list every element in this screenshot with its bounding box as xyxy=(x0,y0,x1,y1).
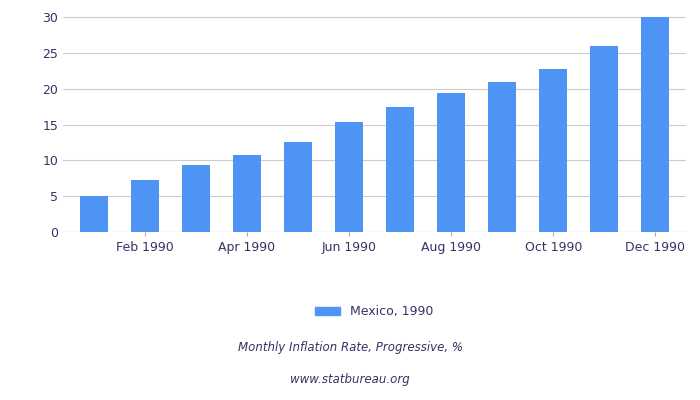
Bar xyxy=(590,46,618,232)
Text: www.statbureau.org: www.statbureau.org xyxy=(290,374,410,386)
Bar xyxy=(80,196,108,232)
Bar xyxy=(641,17,669,232)
Bar xyxy=(386,107,414,232)
Bar xyxy=(131,180,159,232)
Bar xyxy=(488,82,516,232)
Text: Monthly Inflation Rate, Progressive, %: Monthly Inflation Rate, Progressive, % xyxy=(237,342,463,354)
Legend: Mexico, 1990: Mexico, 1990 xyxy=(310,300,439,324)
Bar xyxy=(284,142,312,232)
Bar xyxy=(539,69,567,232)
Bar xyxy=(335,122,363,232)
Bar xyxy=(437,93,465,232)
Bar xyxy=(233,155,261,232)
Bar xyxy=(182,166,210,232)
